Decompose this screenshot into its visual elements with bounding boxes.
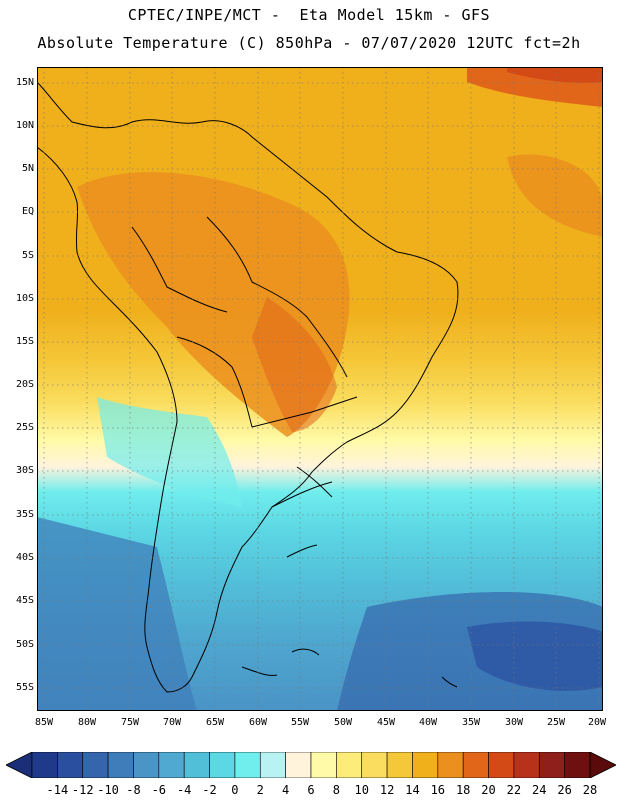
- lat-label: 10N: [15, 120, 34, 131]
- lon-label: 25W: [546, 717, 566, 728]
- lon-label: 55W: [290, 717, 310, 728]
- chart-title-line-1: CPTEC/INPE/MCT - Eta Model 15km - GFS: [127, 6, 491, 24]
- legend-label: 6: [307, 783, 315, 797]
- legend-swatch: [437, 752, 464, 778]
- lat-label: 5N: [21, 163, 34, 174]
- legend-label: 0: [231, 783, 239, 797]
- legend-low-arrow: [6, 752, 33, 778]
- legend-swatch: [234, 752, 261, 778]
- legend-swatch: [336, 752, 363, 778]
- legend-swatch: [361, 752, 388, 778]
- legend-swatch: [133, 752, 160, 778]
- lon-label: 20W: [587, 717, 607, 728]
- legend-swatch: [107, 752, 134, 778]
- legend-swatch: [31, 752, 58, 778]
- legend-swatch: [82, 752, 109, 778]
- legend-label: 14: [405, 783, 420, 797]
- coastline: [37, 81, 459, 693]
- legend-label: 12: [379, 783, 395, 797]
- legend-label: 16: [430, 783, 446, 797]
- lat-label: 40S: [15, 552, 34, 563]
- temperature-field: [37, 67, 603, 711]
- legend-swatch: [259, 752, 286, 778]
- lon-label: 50W: [333, 717, 353, 728]
- legend-label: -6: [151, 783, 167, 797]
- legend-swatch: [462, 752, 489, 778]
- legend-swatch: [209, 752, 236, 778]
- legend-swatch: [564, 752, 591, 778]
- lon-label: 30W: [504, 717, 524, 728]
- lat-label: 15N: [15, 77, 34, 88]
- legend-swatch: [285, 752, 312, 778]
- legend-label: 24: [532, 783, 547, 797]
- legend-label: 26: [557, 783, 572, 797]
- legend-label: -10: [97, 783, 119, 797]
- lon-label: 35W: [461, 717, 481, 728]
- temperature-map: [37, 67, 603, 711]
- legend-swatch: [183, 752, 210, 778]
- lon-label: 80W: [77, 717, 97, 728]
- legend-swatch: [412, 752, 439, 778]
- lat-label: 35S: [15, 509, 34, 520]
- legend-label: -14: [46, 783, 69, 797]
- legend-label: -2: [202, 783, 217, 797]
- legend-swatch: [488, 752, 515, 778]
- legend-label: -12: [71, 783, 94, 797]
- lat-label: 10S: [15, 293, 34, 304]
- legend-label: 10: [354, 783, 369, 797]
- legend-swatch: [310, 752, 337, 778]
- color-legend: [6, 752, 616, 778]
- map-frame: [37, 67, 603, 711]
- legend-label: 4: [282, 783, 290, 797]
- legend-label: 8: [332, 783, 340, 797]
- legend-label: 2: [256, 783, 264, 797]
- lon-label: 40W: [418, 717, 438, 728]
- lat-label: 15S: [15, 336, 34, 347]
- lat-label: 20S: [15, 379, 34, 390]
- legend-label: 28: [582, 783, 598, 797]
- chart-title-line-2: Absolute Temperature (C) 850hPa - 07/07/…: [37, 34, 581, 52]
- legend-label: -4: [176, 783, 192, 797]
- lon-label: 85W: [34, 717, 54, 728]
- legend-swatch: [57, 752, 84, 778]
- lat-label: 50S: [15, 639, 34, 650]
- lat-label: 55S: [15, 682, 34, 693]
- lat-label: 5S: [21, 250, 34, 261]
- lon-label: 70W: [162, 717, 182, 728]
- lon-label: 60W: [248, 717, 268, 728]
- legend-label: -8: [126, 783, 141, 797]
- legend-swatch: [158, 752, 185, 778]
- legend-swatch: [513, 752, 540, 778]
- lat-label: 45S: [15, 595, 34, 606]
- lon-label: 65W: [205, 717, 225, 728]
- lon-label: 75W: [120, 717, 140, 728]
- legend-label: 18: [455, 783, 471, 797]
- legend-swatch: [538, 752, 565, 778]
- lat-label: 25S: [15, 422, 34, 433]
- legend-label: 22: [506, 783, 522, 797]
- legend-label: 20: [481, 783, 496, 797]
- lon-label: 45W: [376, 717, 396, 728]
- lat-label: EQ: [21, 206, 34, 217]
- lat-label: 30S: [15, 465, 34, 476]
- legend-swatch: [386, 752, 413, 778]
- legend-high-arrow: [589, 752, 616, 778]
